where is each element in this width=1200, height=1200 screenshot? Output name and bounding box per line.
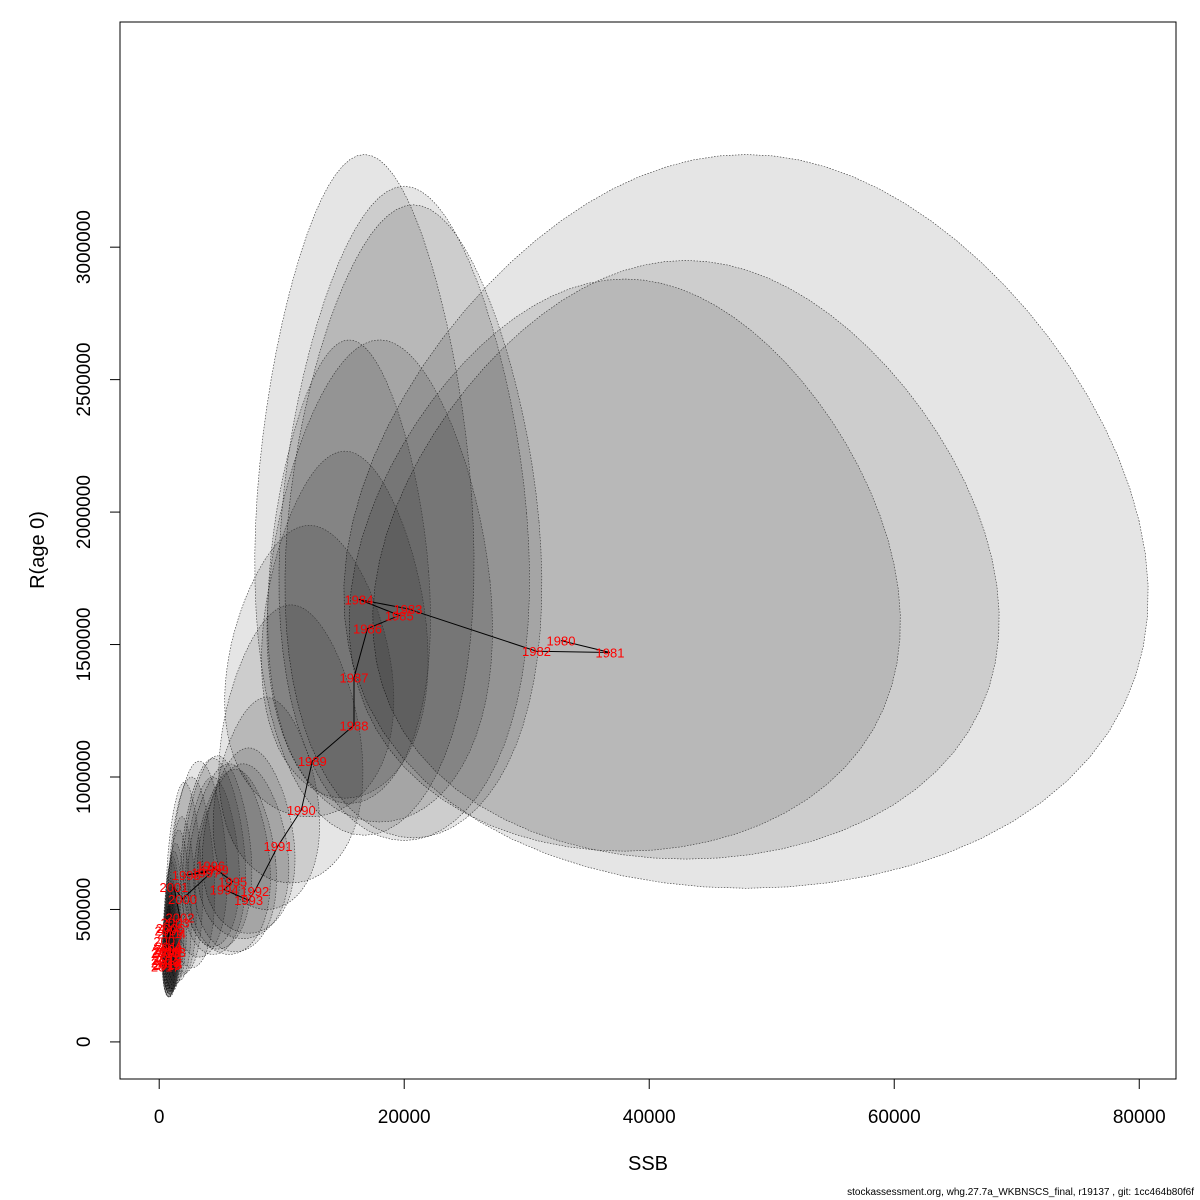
confidence-ellipse-1983 xyxy=(284,204,543,839)
y-tick-label: 2500000 xyxy=(74,343,95,417)
year-label-1982: 1982 xyxy=(522,644,551,659)
year-label-2007: 2007 xyxy=(153,934,182,949)
confidence-ellipse-1989 xyxy=(224,524,395,818)
x-tick-label: 60000 xyxy=(868,1107,921,1128)
year-label-1986: 1986 xyxy=(353,622,382,637)
year-label-1991: 1991 xyxy=(264,839,293,854)
confidence-ellipse-1980 xyxy=(343,154,1149,889)
year-label-1998: 1998 xyxy=(172,868,201,883)
year-label-2000: 2000 xyxy=(168,892,197,907)
year-label-1989: 1989 xyxy=(298,754,327,769)
year-label-2012: 2012 xyxy=(152,944,181,959)
x-tick-label: 20000 xyxy=(378,1107,431,1128)
year-label-1992: 1992 xyxy=(240,884,269,899)
x-axis-title: SSB xyxy=(628,1153,668,1175)
year-label-1994: 1994 xyxy=(210,883,239,898)
footer-note: stockassessment.org, whg.27.7a_WKBNSCS_f… xyxy=(847,1187,1194,1198)
year-label-2009: 2009 xyxy=(152,945,181,960)
year-label-2016: 2016 xyxy=(151,955,180,970)
year-label-1984: 1984 xyxy=(344,593,373,608)
year-label-2019: 2019 xyxy=(152,958,181,973)
year-label-2014: 2014 xyxy=(153,950,182,965)
x-tick-label: 0 xyxy=(154,1107,165,1128)
y-tick-label: 2000000 xyxy=(74,475,95,549)
confidence-ellipse-1982 xyxy=(348,278,901,852)
confidence-ellipse-2003 xyxy=(166,829,192,982)
confidence-ellipse-1993 xyxy=(197,763,290,939)
confidence-ellipse-1987 xyxy=(267,339,431,804)
year-label-1980: 1980 xyxy=(547,634,576,649)
year-label-2013: 2013 xyxy=(157,945,186,960)
y-axis-title: R(age 0) xyxy=(27,511,49,589)
confidence-ellipse-1988 xyxy=(261,450,429,799)
confidence-ellipse-1994 xyxy=(187,763,271,955)
year-label-1987: 1987 xyxy=(340,671,369,686)
year-label-1990: 1990 xyxy=(287,803,316,818)
year-label-1988: 1988 xyxy=(340,718,369,733)
year-label-1985: 1985 xyxy=(385,608,414,623)
y-tick-label: 3000000 xyxy=(74,210,95,284)
confidence-ellipse-1981 xyxy=(372,260,1000,860)
y-tick-label: 1500000 xyxy=(74,608,95,682)
year-label-1997: 1997 xyxy=(191,865,220,880)
confidence-ellipse-2000 xyxy=(168,776,216,969)
year-label-2008: 2008 xyxy=(153,942,182,957)
year-label-2006: 2006 xyxy=(155,924,184,939)
year-label-1996: 1996 xyxy=(196,859,225,874)
year-label-1999: 1999 xyxy=(200,863,229,878)
year-label-1983: 1983 xyxy=(393,602,422,617)
confidence-ellipse-2019 xyxy=(162,903,176,998)
time-series-path xyxy=(164,599,611,968)
confidence-ellipse-2002 xyxy=(167,816,197,977)
year-label-2011: 2011 xyxy=(155,940,183,955)
year-label-2015: 2015 xyxy=(152,953,181,968)
confidence-ellipse-1984 xyxy=(254,154,475,836)
year-label-2002: 2002 xyxy=(166,910,195,925)
year-label-2003: 2003 xyxy=(161,916,190,931)
x-axis: 0 20000 40000 60000 80000 xyxy=(154,1078,1166,1128)
y-tick-label: 500000 xyxy=(74,878,95,941)
year-label-1981: 1981 xyxy=(596,646,625,661)
confidence-ellipse-1990 xyxy=(218,604,364,884)
confidence-ellipse-1998 xyxy=(170,760,228,958)
year-label-2017: 2017 xyxy=(151,959,180,974)
year-label-2005: 2005 xyxy=(156,921,185,936)
confidence-ellipse-1999 xyxy=(185,776,240,947)
x-tick-label: 80000 xyxy=(1113,1107,1166,1128)
y-axis: 0 500000 1000000 1500000 2000000 2500000 30000… xyxy=(74,210,121,1048)
confidence-ellipse-1996 xyxy=(182,755,253,950)
confidence-ellipses xyxy=(161,154,1149,998)
year-label-2001: 2001 xyxy=(159,880,188,895)
year-label-1995: 1995 xyxy=(218,875,247,890)
y-tick-label: 1000000 xyxy=(74,740,95,814)
year-label-2018: 2018 xyxy=(153,957,182,972)
year-label-1993: 1993 xyxy=(234,893,263,908)
confidence-ellipse-2013 xyxy=(163,882,181,992)
confidence-ellipse-1985 xyxy=(278,185,530,841)
year-label-2010: 2010 xyxy=(151,946,180,961)
year-label-2004: 2004 xyxy=(157,926,186,941)
series-line xyxy=(164,599,611,968)
y-tick-label: 0 xyxy=(74,1037,95,1048)
confidence-ellipse-1986 xyxy=(266,339,493,823)
confidence-ellipse-1995 xyxy=(193,768,277,953)
x-tick-label: 40000 xyxy=(623,1107,676,1128)
